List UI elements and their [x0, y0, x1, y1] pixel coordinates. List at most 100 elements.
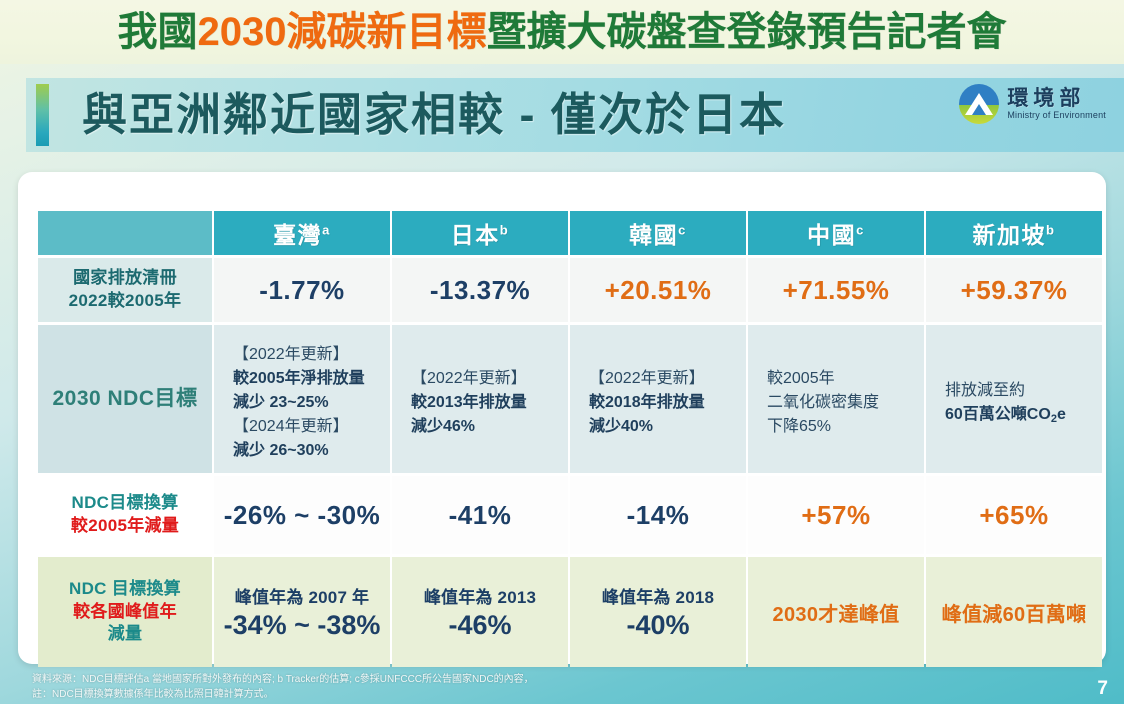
cell-ndc-taiwan: 【2022年更新】 較2005年淨排放量 減少 23~25% 【2024年更新】…	[214, 325, 390, 473]
footnote-line-1: 資料來源：NDC目標評估a 當地國家所對外發布的內容; b Tracker的估算…	[32, 674, 534, 685]
value-converted-china: +57%	[801, 499, 871, 530]
header-note-japan: b	[499, 222, 510, 238]
cell-peak-singapore: 峰值減60百萬噸	[926, 557, 1102, 667]
ndc-china-l2: 二氧化碳密集度	[767, 394, 880, 411]
cell-ndc-singapore: 排放減至約 60百萬公噸CO2e	[926, 325, 1102, 473]
source-footnotes: 資料來源：NDC目標評估a 當地國家所對外發布的內容; b Tracker的估算…	[32, 673, 534, 702]
ndc-korea-l1: 【2022年更新】	[589, 370, 705, 387]
cell-peak-korea: 峰值年為 2018 -40%	[570, 557, 746, 667]
cell-converted-china: +57%	[748, 476, 924, 554]
ndc-japan-l1: 【2022年更新】	[411, 370, 527, 387]
table-header: 臺灣a 日本b 韓國c 中國c 新加坡b	[38, 211, 1102, 255]
ndc-china-block: 較2005年 二氧化碳密集度 下降65%	[753, 359, 919, 439]
slide-subtitle-band	[26, 78, 1124, 152]
header-label-china: 中國	[807, 222, 857, 248]
ndc-taiwan-l3: 減少 23~25%	[233, 394, 329, 411]
cell-inventory-taiwan: -1.77%	[214, 258, 390, 322]
value-peak-china: 2030才達峰值	[772, 603, 900, 626]
ndc-taiwan-l2: 較2005年淨排放量	[233, 370, 365, 387]
header-label-singapore: 新加坡	[972, 222, 1047, 248]
header-note-singapore: b	[1046, 222, 1056, 238]
peak-year-korea: 峰值年為 2018	[601, 588, 715, 607]
header-label-taiwan: 臺灣	[273, 222, 323, 248]
title-part-1: 我國	[117, 10, 198, 54]
header-note-taiwan: a	[322, 222, 331, 238]
value-inventory-korea: +20.51%	[604, 274, 712, 305]
slide-subtitle: 與亞洲鄰近國家相較 - 僅次於日本	[82, 89, 786, 140]
table-header-row: 臺灣a 日本b 韓國c 中國c 新加坡b	[38, 211, 1102, 255]
row-label-converted-2005-line2: 較2005年減量	[70, 516, 180, 535]
ndc-taiwan-l1: 【2022年更新】	[233, 346, 349, 363]
country-comparison-table: 臺灣a 日本b 韓國c 中國c 新加坡b 國家排放清冊 2022較2005年 -…	[36, 208, 1104, 670]
ndc-japan-block: 【2022年更新】 較2013年排放量 減少46%	[397, 359, 563, 439]
value-converted-korea: -14%	[626, 499, 690, 530]
header-note-korea: c	[678, 222, 687, 238]
ndc-japan-l2: 較2013年排放量	[411, 394, 527, 411]
ndc-japan-l3: 減少46%	[411, 418, 476, 435]
ndc-china-l1: 較2005年	[767, 370, 835, 387]
value-peak-singapore: 峰值減60百萬噸	[941, 603, 1087, 626]
ndc-singapore-l1: 排放減至約	[945, 382, 1026, 399]
header-label-japan: 日本	[450, 222, 500, 248]
value-inventory-japan: -13.37%	[429, 274, 531, 305]
footnote-line-2: 註：NDC目標換算數據係年比較為比照日韓計算方式。	[32, 688, 274, 700]
row-label-converted-peak-line1: NDC 目標換算	[69, 578, 181, 598]
cell-inventory-china: +71.55%	[748, 258, 924, 322]
row-label-converted-peak: NDC 目標換算 較各國峰值年 減量	[38, 557, 212, 667]
value-converted-taiwan: -26% ~ -30%	[223, 499, 381, 530]
logo-name-zh: 環境部	[1007, 87, 1086, 110]
row-label-inventory-line2: 2022較2005年	[68, 291, 182, 310]
subtitle-accent-bar	[36, 84, 49, 146]
cell-converted-taiwan: -26% ~ -30%	[214, 476, 390, 554]
cell-converted-japan: -41%	[392, 476, 568, 554]
value-inventory-china: +71.55%	[782, 274, 890, 305]
logo-text-group: 環境部 Ministry of Environment	[1007, 87, 1106, 121]
table-row-converted-peak: NDC 目標換算 較各國峰值年 減量 峰值年為 2007 年 -34% ~ -3…	[38, 557, 1102, 667]
ministry-logo: 環境部 Ministry of Environment	[959, 84, 1106, 124]
ndc-korea-block: 【2022年更新】 較2018年排放量 減少40%	[575, 359, 741, 439]
row-label-converted-2005: NDC目標換算 較2005年減量	[38, 476, 212, 554]
table-row-converted-2005: NDC目標換算 較2005年減量 -26% ~ -30% -41% -14% +…	[38, 476, 1102, 554]
row-label-converted-peak-line2: 較各國峰值年	[73, 601, 177, 621]
column-header-taiwan: 臺灣a	[214, 211, 390, 255]
value-peak-taiwan: -34% ~ -38%	[223, 610, 381, 640]
value-peak-japan: -46%	[448, 610, 512, 640]
cell-peak-taiwan: 峰值年為 2007 年 -34% ~ -38%	[214, 557, 390, 667]
presentation-title-banner: 我國 2030減碳新目標 暨擴大碳盤查登錄預告記者會	[0, 0, 1124, 64]
ndc-china-l3: 下降65%	[767, 418, 832, 435]
row-label-converted-2005-line1: NDC目標換算	[71, 493, 179, 513]
header-note-china: c	[856, 222, 865, 238]
title-part-2-highlight: 2030減碳新目標	[197, 10, 487, 54]
row-label-converted-peak-line3: 減量	[107, 624, 143, 644]
ndc-singapore-l2-post: e	[1056, 406, 1066, 423]
cell-converted-korea: -14%	[570, 476, 746, 554]
cell-peak-china: 2030才達峰值	[748, 557, 924, 667]
cell-peak-japan: 峰值年為 2013 -46%	[392, 557, 568, 667]
table-corner-cell	[38, 211, 212, 255]
cell-inventory-korea: +20.51%	[570, 258, 746, 322]
value-inventory-singapore: +59.37%	[960, 274, 1068, 305]
row-label-inventory-line1: 國家排放清冊	[73, 268, 177, 288]
cell-ndc-japan: 【2022年更新】 較2013年排放量 減少46%	[392, 325, 568, 473]
value-inventory-taiwan: -1.77%	[259, 274, 345, 305]
ndc-korea-l3: 減少40%	[589, 418, 654, 435]
cell-inventory-japan: -13.37%	[392, 258, 568, 322]
ndc-taiwan-block: 【2022年更新】 較2005年淨排放量 減少 23~25% 【2024年更新】…	[219, 335, 385, 463]
table-row-ndc-target: 2030 NDC目標 【2022年更新】 較2005年淨排放量 減少 23~25…	[38, 325, 1102, 473]
table-row-inventory: 國家排放清冊 2022較2005年 -1.77% -13.37% +20.51%…	[38, 258, 1102, 322]
value-converted-singapore: +65%	[979, 499, 1049, 530]
ndc-singapore-l2-pre: 60百萬公噸CO	[945, 406, 1051, 423]
value-converted-japan: -41%	[448, 499, 512, 530]
ndc-korea-l2: 較2018年排放量	[589, 394, 705, 411]
row-label-ndc-target: 2030 NDC目標	[38, 325, 212, 473]
logo-name-en: Ministry of Environment	[1007, 110, 1106, 121]
peak-year-japan: 峰值年為 2013	[423, 588, 537, 607]
mountain-circle-icon	[959, 84, 1000, 124]
ndc-singapore-l2-sub: 2	[1050, 413, 1057, 425]
title-part-3: 暨擴大碳盤查登錄預告記者會	[486, 10, 1007, 54]
cell-converted-singapore: +65%	[926, 476, 1102, 554]
cell-inventory-singapore: +59.37%	[926, 258, 1102, 322]
column-header-singapore: 新加坡b	[926, 211, 1102, 255]
table-body: 國家排放清冊 2022較2005年 -1.77% -13.37% +20.51%…	[38, 258, 1102, 667]
